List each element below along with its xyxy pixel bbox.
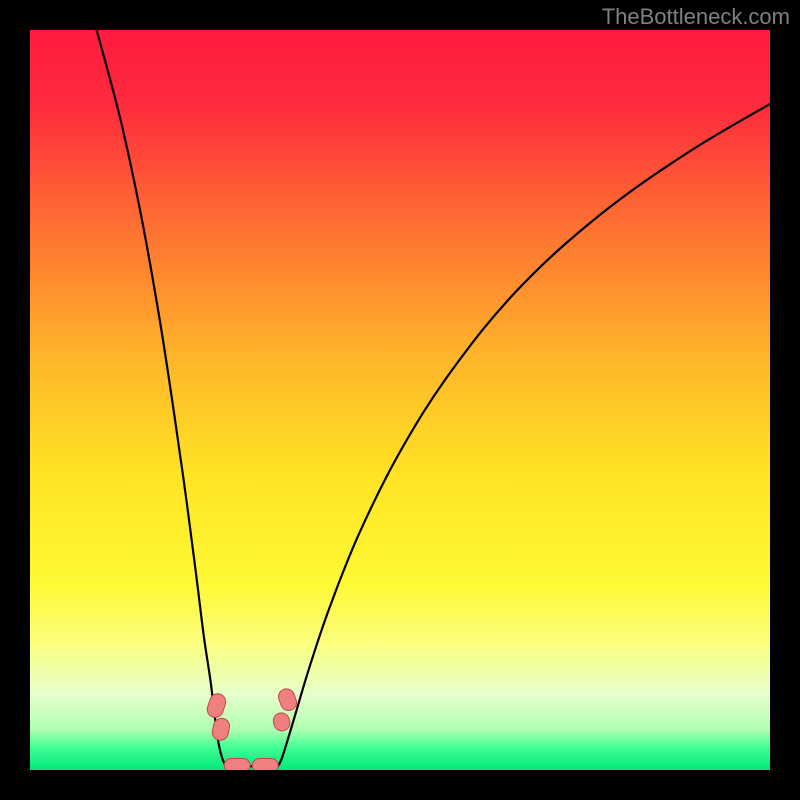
watermark-text: TheBottleneck.com: [602, 4, 790, 30]
chart-container: TheBottleneck.com: [0, 0, 800, 800]
bottleneck-curve: [30, 30, 770, 770]
data-marker: [211, 717, 231, 742]
data-marker: [205, 692, 228, 720]
data-marker: [276, 687, 299, 713]
data-marker: [224, 759, 250, 770]
plot-area: [30, 30, 770, 770]
data-marker: [271, 711, 291, 733]
data-marker: [252, 759, 278, 770]
